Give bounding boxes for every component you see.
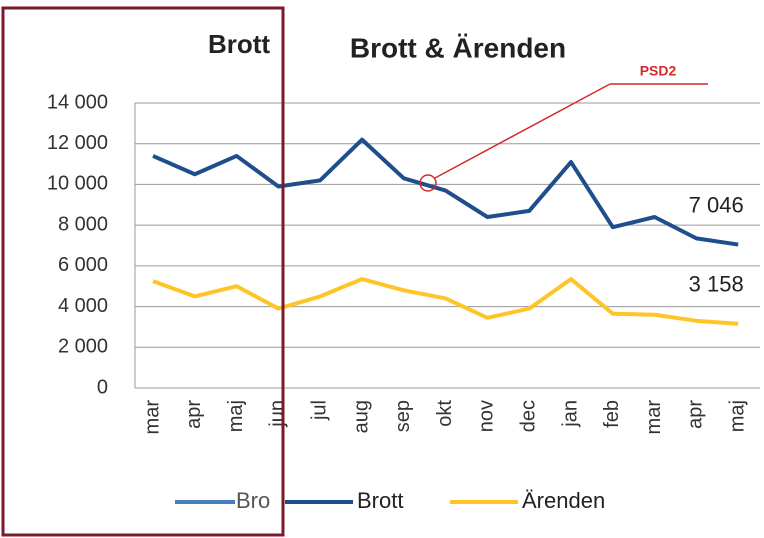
data-label: 3 158: [689, 272, 744, 297]
x-tick-label: maj: [225, 400, 247, 432]
y-tick-label: 12 000: [47, 132, 108, 154]
x-tick-label: dec: [517, 400, 539, 432]
y-tick-label: 6 000: [58, 254, 108, 276]
x-tick-label: okt: [434, 400, 456, 427]
x-tick-label: jan: [559, 400, 581, 428]
y-tick-label: 4 000: [58, 295, 108, 317]
x-tick-label: mar: [643, 400, 665, 435]
annotation-circle: [419, 174, 437, 192]
y-tick-label: 0: [97, 376, 108, 398]
y-tick-label: 10 000: [47, 173, 108, 195]
x-tick-label: maj: [726, 400, 748, 432]
series-line: [152, 277, 739, 326]
y-tick-label: 8 000: [58, 213, 108, 235]
x-tick-label: mar: [141, 400, 163, 435]
annotation-leader: [434, 83, 611, 179]
legend-label: Ärenden: [522, 488, 605, 513]
annotation-label: PSD2: [640, 63, 677, 79]
legend-label: Brott: [357, 488, 403, 513]
data-label: 7 046: [689, 192, 744, 217]
x-tick-label: jul: [308, 400, 330, 421]
x-tick-label: jun: [267, 400, 289, 428]
x-tick-label: feb: [601, 400, 623, 428]
overlay-title-fragment: Brott: [208, 29, 270, 59]
highlight-box: [1, 6, 285, 537]
series-line: [152, 137, 739, 247]
overlay-legend-fragment: Bro: [236, 488, 270, 513]
x-tick-label: apr: [183, 400, 205, 429]
y-tick-label: 14 000: [47, 91, 108, 113]
chart-title: Brott & Ärenden: [350, 32, 566, 63]
x-tick-label: apr: [685, 400, 707, 429]
y-tick-label: 2 000: [58, 336, 108, 358]
x-tick-label: aug: [350, 400, 372, 433]
x-tick-label: nov: [476, 400, 498, 432]
x-tick-label: sep: [392, 400, 414, 432]
